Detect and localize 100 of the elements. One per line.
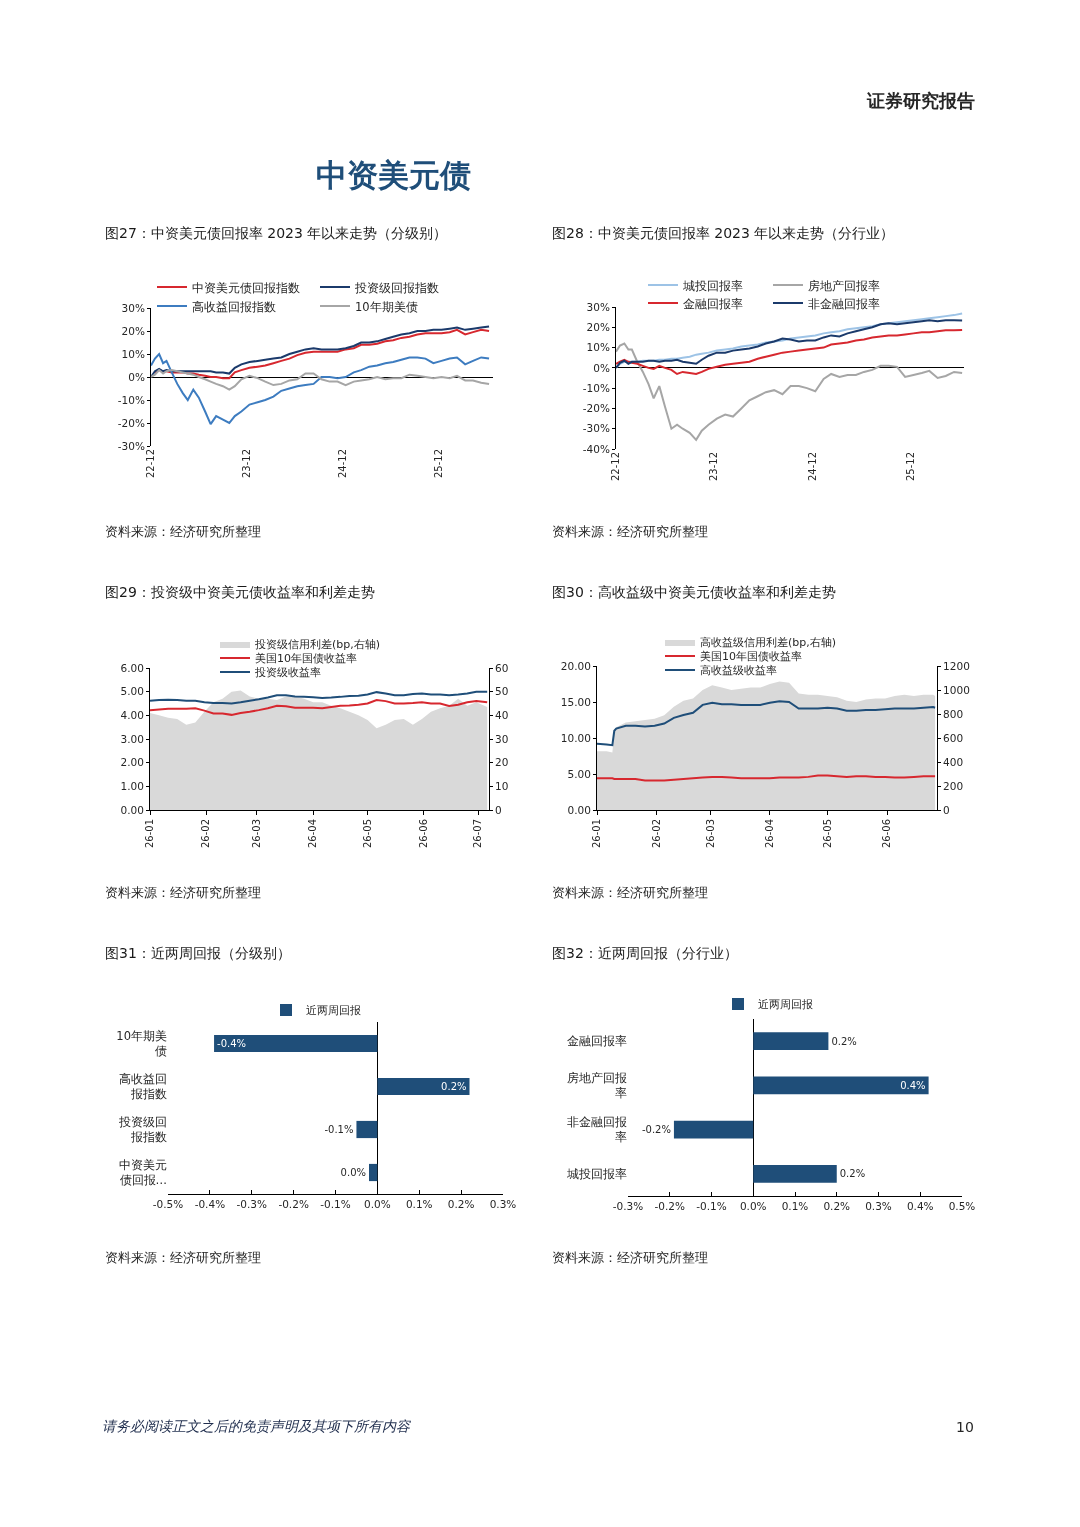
x-tick-label: -0.1% bbox=[320, 1197, 351, 1210]
y-tick-label: -30% bbox=[117, 439, 145, 452]
y-tick-label: 房地产回报率 bbox=[567, 1070, 627, 1100]
y-tick-label: -40% bbox=[582, 442, 610, 455]
y-tick-label: 30% bbox=[586, 300, 610, 313]
y-tick-label: 20% bbox=[121, 324, 145, 337]
x-tick-label: 26-06 bbox=[417, 819, 429, 849]
x-tick-label: -0.2% bbox=[654, 1199, 685, 1212]
legend-label: 高收益级收益率 bbox=[700, 664, 777, 678]
x-tick-label: 26-04 bbox=[764, 819, 776, 849]
chart-title: 图32：近两周回报（分行业） bbox=[552, 945, 738, 961]
y-tick-label: 10% bbox=[586, 341, 610, 354]
text: 资料来源：经济研究所整理 bbox=[552, 885, 708, 900]
x-tick-label: -0.1% bbox=[696, 1199, 727, 1212]
y-tick-label: 20.00 bbox=[560, 659, 591, 672]
text: 资料来源：经济研究所整理 bbox=[552, 1250, 708, 1265]
legend-label: 近两周回报 bbox=[306, 1004, 361, 1018]
y-tick-label: 非金融回报率 bbox=[567, 1115, 627, 1145]
y2-tick-label: 50 bbox=[495, 685, 509, 698]
text: 资料来源：经济研究所整理 bbox=[105, 885, 261, 900]
legend-label: 中资美元债回报指数 bbox=[192, 280, 300, 295]
bar bbox=[753, 1032, 829, 1050]
y-tick-label: 10年期美债 bbox=[116, 1029, 167, 1058]
legend-label: 金融回报率 bbox=[683, 296, 743, 311]
x-tick-label: 0.2% bbox=[447, 1197, 475, 1210]
data-label: 0.0% bbox=[340, 1167, 366, 1178]
chart-title: 图29：投资级中资美元债收益率和利差走势 bbox=[105, 584, 375, 600]
x-tick-label: 26-03 bbox=[251, 819, 263, 849]
legend-label: 美国10年国债收益率 bbox=[255, 652, 357, 666]
x-tick-label: 24-12 bbox=[337, 449, 349, 479]
bar bbox=[753, 1165, 837, 1183]
chart-title: 图30：高收益级中资美元债收益率和利差走势 bbox=[552, 584, 836, 600]
data-label: -0.4% bbox=[217, 1038, 247, 1049]
x-tick-label: 26-06 bbox=[881, 819, 893, 849]
y-tick-label: -20% bbox=[117, 416, 145, 429]
y-tick-label: 投资级回报指数 bbox=[118, 1115, 167, 1144]
text: 资料来源：经济研究所整理 bbox=[105, 1250, 261, 1265]
y2-tick-label: 0 bbox=[495, 803, 502, 816]
y-tick-label: 0.00 bbox=[120, 803, 144, 816]
x-tick-label: 26-05 bbox=[361, 819, 373, 849]
legend-label: 房地产回报率 bbox=[808, 278, 880, 293]
bar bbox=[753, 1076, 929, 1095]
y-tick-label: 15.00 bbox=[560, 695, 591, 708]
legend-label: 城投回报率 bbox=[682, 278, 743, 293]
y2-tick-label: 60 bbox=[495, 661, 509, 674]
y2-tick-label: 1200 bbox=[943, 659, 970, 672]
y-tick-label: 中资美元债回报… bbox=[119, 1158, 167, 1187]
line-series bbox=[597, 700, 937, 747]
x-tick-label: 23-12 bbox=[708, 452, 720, 482]
line-series bbox=[150, 698, 489, 716]
y2-tick-label: 600 bbox=[943, 731, 964, 744]
y-tick-label: -10% bbox=[582, 381, 610, 394]
text: 资料来源：经济研究所整理 bbox=[552, 524, 708, 539]
y-tick-label: 0.00 bbox=[567, 803, 591, 816]
legend-label: 非金融回报率 bbox=[808, 296, 880, 311]
x-tick-label: 24-12 bbox=[806, 452, 818, 482]
x-tick-label: 26-02 bbox=[200, 819, 212, 849]
data-label: 0.2% bbox=[831, 1035, 857, 1047]
legend-label: 10年期美债 bbox=[355, 299, 418, 314]
text: 请务必阅读正文之后的免责声明及其项下所有内容 bbox=[102, 1418, 411, 1434]
x-tick-label: 26-01 bbox=[144, 819, 156, 849]
y-tick-label: 2.00 bbox=[120, 756, 144, 769]
y2-tick-label: 800 bbox=[943, 707, 964, 720]
y-tick-label: 3.00 bbox=[120, 732, 144, 745]
legend-label: 投资级回报指数 bbox=[354, 280, 439, 295]
x-tick-label: -0.3% bbox=[236, 1197, 267, 1210]
x-tick-label: 23-12 bbox=[241, 449, 253, 479]
x-tick-label: 26-01 bbox=[591, 819, 603, 849]
legend-label: 高收益级信用利差(bp,右轴) bbox=[700, 636, 837, 650]
y-tick-label: 金融回报率 bbox=[567, 1034, 627, 1049]
y2-tick-label: 40 bbox=[495, 709, 509, 722]
x-tick-label: 22-12 bbox=[145, 449, 157, 479]
y-tick-label: 10% bbox=[121, 347, 145, 360]
data-label: 0.2% bbox=[441, 1081, 467, 1092]
legend-label: 高收益回报指数 bbox=[192, 299, 276, 314]
chart-title: 图27：中资美元债回报率 2023 年以来走势（分级别） bbox=[105, 225, 448, 241]
x-tick-label: 22-12 bbox=[610, 452, 622, 482]
x-tick-label: 26-04 bbox=[307, 819, 319, 849]
y2-tick-label: 1000 bbox=[943, 683, 970, 696]
y2-tick-label: 0 bbox=[943, 803, 950, 816]
y-tick-label: 0% bbox=[593, 361, 610, 374]
y2-tick-label: 10 bbox=[495, 780, 509, 793]
legend-label: 投资级信用利差(bp,右轴) bbox=[254, 638, 381, 652]
x-tick-label: 0.4% bbox=[906, 1199, 934, 1212]
x-tick-label: -0.4% bbox=[194, 1197, 226, 1210]
text: 证券研究报告 bbox=[866, 90, 975, 111]
legend-label: 投资级收益率 bbox=[254, 666, 321, 680]
x-tick-label: 25-12 bbox=[905, 452, 916, 482]
text: 10 bbox=[956, 1419, 974, 1435]
y2-tick-label: 20 bbox=[495, 756, 509, 769]
x-tick-label: 26-03 bbox=[704, 819, 716, 849]
x-tick-label: 0.2% bbox=[823, 1199, 851, 1212]
chart-title: 图28：中资美元债回报率 2023 年以来走势（分行业） bbox=[552, 225, 895, 241]
y-tick-label: 5.00 bbox=[567, 767, 591, 780]
y-tick-label: 4.00 bbox=[120, 709, 144, 722]
x-tick-label: 0.5% bbox=[948, 1199, 976, 1212]
y2-tick-label: 30 bbox=[495, 732, 509, 745]
data-label: 0.2% bbox=[839, 1168, 866, 1180]
legend-label: 近两周回报 bbox=[758, 998, 813, 1012]
text: 资料来源：经济研究所整理 bbox=[105, 524, 261, 539]
